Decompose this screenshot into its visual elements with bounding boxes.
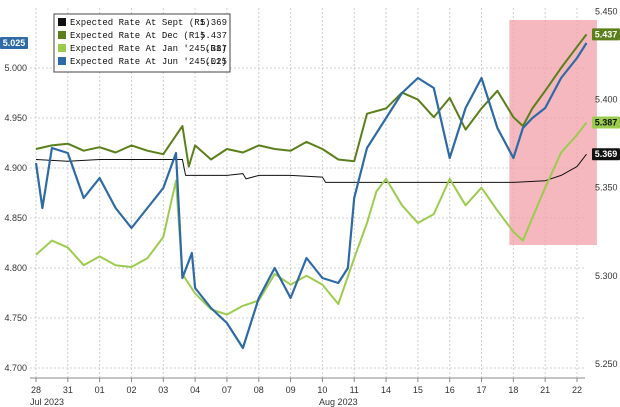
value-badge [592,148,620,161]
x-tick-label: 18 [508,385,518,395]
x-tick-label: 08 [254,385,264,395]
x-tick-label: 04 [190,385,200,395]
right-tick-label: 5.400 [595,95,618,105]
legend-swatch [58,44,66,52]
legend-box [53,13,231,73]
x-tick-label: 07 [222,385,232,395]
series-line [34,42,588,350]
x-tick-label: 28 [31,385,41,395]
right-tick-label: 5.350 [595,183,618,193]
legend-value: 5.387 [200,44,227,54]
left-tick-label: 4.850 [4,213,27,223]
series-line [35,33,588,168]
legend: Expected Rate At Sept (R1)5.369 Expected … [53,13,231,73]
legend-label: Expected Rate At Dec (R1) [70,31,205,41]
x-tick-label: 02 [126,385,136,395]
series-lines [34,33,588,350]
x-tick-label: 31 [63,385,73,395]
right-axis: 5.250 5.300 5.350 5.400 5.450 [595,7,618,369]
right-tick-label: 5.300 [595,271,618,281]
x-tick-label: 15 [413,385,423,395]
legend-value: 5.025 [200,57,227,67]
x-tick-label: 01 [95,385,105,395]
legend-swatch [58,57,66,65]
month-label: Aug 2023 [319,397,358,407]
value-badge-label: 5.369 [595,149,618,159]
x-tick-label: 17 [477,385,487,395]
legend-swatch [58,31,66,39]
left-tick-label: 4.750 [4,313,27,323]
left-tick-label: 4.950 [4,113,27,123]
x-tick-label: 22 [572,385,582,395]
value-badge-label: 5.387 [595,118,618,128]
left-tick-label: 5.000 [4,63,27,73]
value-badges: 5.369 5.437 5.387 5.025 [0,28,620,161]
legend-label: Expected Rate At Jan '24 (R1) [70,44,227,54]
left-tick-label: 4.900 [4,163,27,173]
right-tick-label: 5.250 [595,359,618,369]
x-tick-label: 10 [317,385,327,395]
value-badge [0,37,28,49]
left-axis: 4.700 4.750 4.800 4.850 4.900 4.950 5.000 [4,63,27,373]
x-tick-label: 14 [381,385,391,395]
series-line [35,121,588,316]
left-tick-label: 4.700 [4,363,27,373]
highlight-region [509,20,597,245]
legend-value: 5.369 [200,18,227,28]
left-tick-label: 4.800 [4,263,27,273]
value-badge-label: 5.025 [3,38,26,48]
x-axis: 28 31 01 02 03 04 07 08 09 10 11 14 15 16 17 18 21 22 Jul … [30,378,582,407]
legend-label: Expected Rate At Sept (R1) [70,18,210,28]
legend-swatch [58,18,66,26]
x-tick-label: 11 [350,385,359,395]
highlight-box [509,20,597,245]
month-label: Jul 2023 [30,397,64,407]
x-tick-label: 21 [540,385,550,395]
x-tick-label: 03 [158,385,168,395]
x-tick-label: 09 [286,385,296,395]
x-tick-label: 16 [445,385,455,395]
value-badge [592,116,620,129]
value-badge [592,28,620,41]
legend-value: 5.437 [200,31,227,41]
right-tick-label: 5.450 [595,7,618,17]
legend-label: Expected Rate At Jun '24 (L1) [70,57,227,67]
value-badge-label: 5.437 [595,29,618,39]
series-line [35,153,587,183]
